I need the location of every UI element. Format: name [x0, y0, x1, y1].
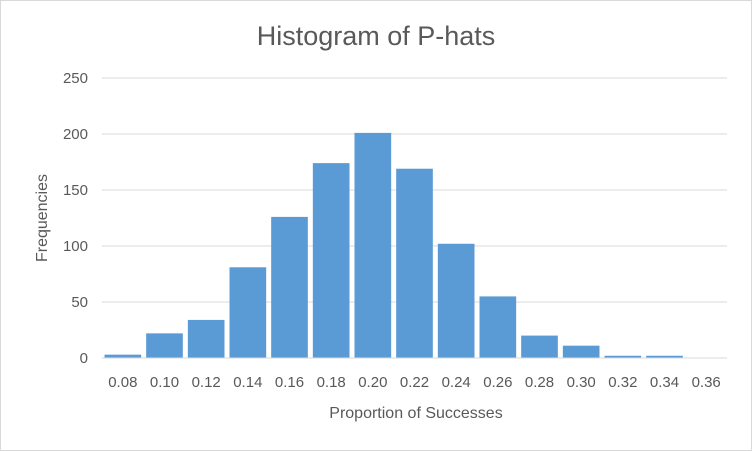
x-tick-label: 0.20: [358, 374, 387, 391]
bar-0.32: [604, 355, 642, 358]
y-axis-label: Frequencies: [34, 174, 51, 262]
x-tick-label: 0.18: [317, 374, 346, 391]
x-tick-label: 0.26: [483, 374, 512, 391]
x-axis-label: Proportion of Successes: [329, 405, 502, 422]
bar-0.20: [354, 132, 392, 358]
bar-0.12: [187, 319, 225, 358]
x-tick-label: 0.16: [275, 374, 304, 391]
bar-0.08: [104, 354, 142, 358]
x-tick-label: 0.22: [400, 374, 429, 391]
bar-0.34: [646, 355, 683, 358]
x-tick-label: 0.30: [567, 374, 596, 391]
y-tick-label: 0: [80, 350, 88, 367]
x-tick-label: 0.36: [692, 374, 721, 391]
bar-0.22: [396, 168, 433, 358]
y-tick-label: 50: [71, 294, 88, 311]
bar-0.24: [437, 243, 475, 358]
bar-0.30: [562, 345, 600, 358]
chart-title: Histogram of P-hats: [257, 21, 496, 51]
y-tick-label: 100: [63, 238, 88, 255]
x-axis-ticks: 0.08 0.10 0.12 0.14 0.16 0.18 0.20 0.22 0.24 0.26…: [108, 374, 721, 391]
y-tick-label: 250: [63, 70, 88, 87]
bar-0.18: [312, 163, 350, 358]
x-tick-label: 0.12: [192, 374, 221, 391]
x-tick-label: 0.32: [608, 374, 637, 391]
bars: [104, 132, 683, 358]
bar-0.14: [229, 267, 267, 358]
y-tick-label: 150: [63, 182, 88, 199]
y-axis-ticks: 0 50 100 150 200 250: [63, 70, 88, 367]
x-tick-label: 0.10: [150, 374, 179, 391]
x-tick-label: 0.28: [525, 374, 554, 391]
bar-0.28: [521, 335, 558, 358]
bar-0.26: [479, 296, 517, 358]
bar-0.16: [271, 216, 308, 358]
x-tick-label: 0.08: [108, 374, 137, 391]
x-tick-label: 0.24: [442, 374, 471, 391]
x-tick-label: 0.14: [233, 374, 262, 391]
y-tick-label: 200: [63, 126, 88, 143]
x-tick-label: 0.34: [650, 374, 679, 391]
bar-0.10: [146, 333, 183, 358]
